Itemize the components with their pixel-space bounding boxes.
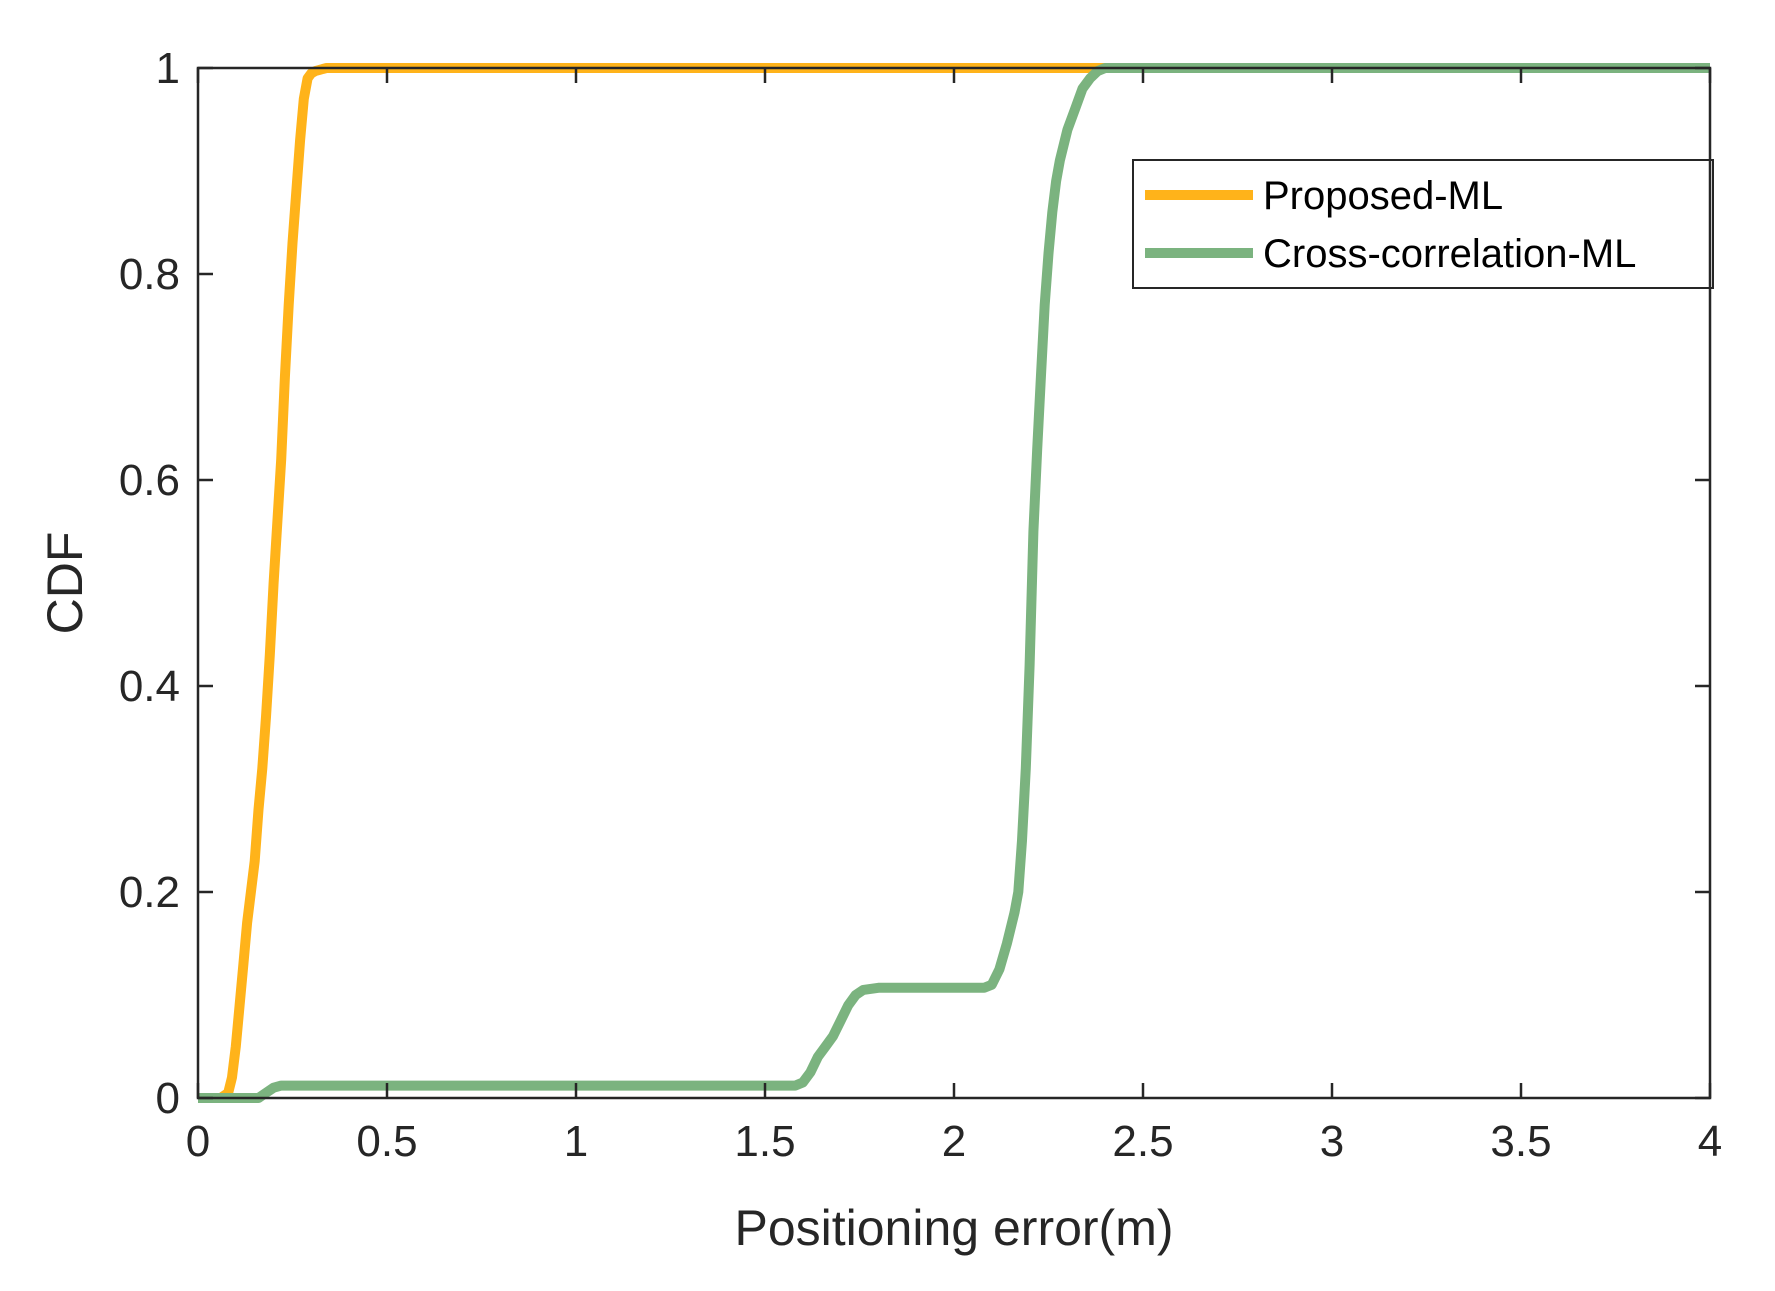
y-tick-label: 0 (156, 1074, 180, 1123)
x-tick-label: 0.5 (356, 1117, 417, 1166)
legend-box (1132, 159, 1714, 289)
y-tick-label: 0.2 (119, 868, 180, 917)
plot-frame (196, 66, 1712, 1100)
y-tick-label: 1 (156, 44, 180, 93)
y-tick-label: 0.4 (119, 662, 180, 711)
series-line-1 (198, 63, 1710, 1103)
x-tick-label: 1.5 (734, 1117, 795, 1166)
x-tick-label: 1 (564, 1117, 588, 1166)
x-tick-label: 0 (186, 1117, 210, 1166)
y-tick-label: 0.8 (119, 250, 180, 299)
x-tick-label: 4 (1698, 1117, 1722, 1166)
y-axis-label: CDF (37, 532, 93, 635)
x-tick-label: 2 (942, 1117, 966, 1166)
y-tick-label: 0.6 (119, 456, 180, 505)
legend-label-1: Proposed-ML (1263, 174, 1503, 218)
x-tick-label: 3.5 (1490, 1117, 1551, 1166)
x-tick-label: 3 (1320, 1117, 1344, 1166)
x-tick-label: 2.5 (1112, 1117, 1173, 1166)
series-line-2 (198, 63, 1710, 1103)
legend: Proposed-ML Cross-correlation-ML (1132, 159, 1714, 289)
x-axis-label: Positioning error(m) (734, 1200, 1173, 1256)
legend-label-2: Cross-correlation-ML (1263, 232, 1636, 276)
